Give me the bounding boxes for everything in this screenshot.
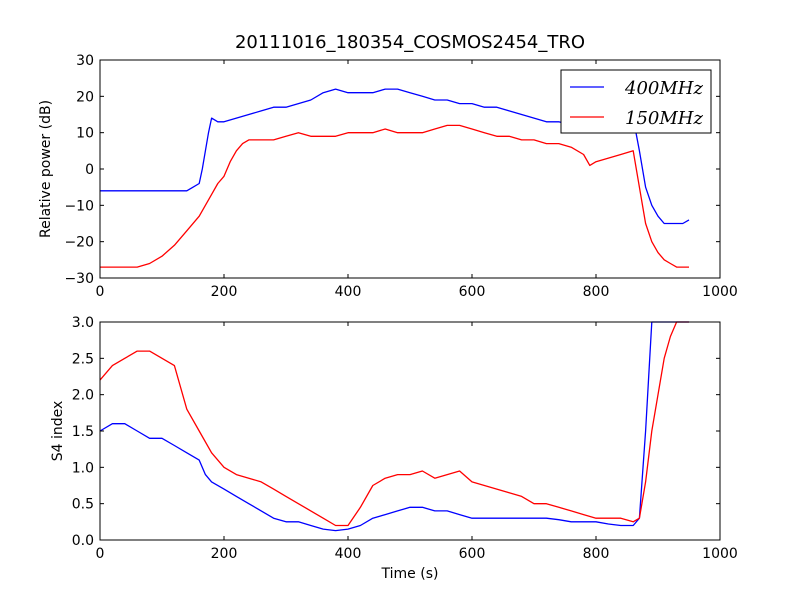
top-chart-title: 20111016_180354_COSMOS2454_TRO: [235, 32, 585, 53]
bottom-y-tick-label: 0.0: [72, 533, 94, 549]
legend-label-150mhz: 150MHz: [625, 108, 703, 129]
top-x-tick-label: 400: [335, 284, 362, 300]
x-axis-label: Time (s): [381, 566, 439, 582]
top-y-axis-label: Relative power (dB): [38, 100, 54, 238]
bottom-y-tick-label: 1.0: [72, 460, 94, 476]
bottom-x-tick-label: 800: [583, 546, 610, 562]
bottom-series-line-400mhz: [99, 321, 689, 532]
top-x-tick-label: 1000: [702, 284, 738, 300]
bottom-y-tick-label: 1.5: [72, 424, 94, 440]
bottom-series-line-150mhz: [99, 321, 689, 527]
bottom-y-axis-label: S4 index: [50, 401, 66, 462]
top-x-tick-label: 600: [459, 284, 486, 300]
top-x-tick-label: 200: [211, 284, 238, 300]
top-y-tick-label: 10: [76, 126, 94, 142]
top-series-line-150mhz: [100, 124, 689, 268]
bottom-x-tick-label: 400: [335, 546, 362, 562]
bottom-x-tick-label: 1000: [702, 546, 738, 562]
bottom-y-tick-label: 2.0: [72, 388, 94, 404]
bottom-y-tick-label: 2.5: [72, 351, 94, 367]
bottom-x-tick-label: 200: [211, 546, 238, 562]
bottom-chart-ticks: 0 200 400 600 800 1000 0.0 0.5 1.0 1.5 2.0 2.5 3.0: [72, 315, 738, 562]
bottom-x-tick-label: 0: [96, 546, 105, 562]
bottom-chart-series: [99, 321, 689, 532]
top-y-tick-label: −20: [64, 235, 94, 251]
top-x-tick-label: 800: [583, 284, 610, 300]
top-y-tick-label: 30: [76, 53, 94, 69]
top-chart-ticks: 0 200 400 600 800 1000 −30 −20 −10 0 10 20 30: [64, 53, 737, 300]
top-legend: 400MHz 150MHz: [560, 69, 712, 134]
top-y-tick-label: 20: [76, 89, 94, 105]
bottom-y-tick-label: 3.0: [72, 315, 94, 331]
bottom-x-tick-label: 600: [459, 546, 486, 562]
legend-box: [560, 69, 712, 134]
top-x-tick-label: 0: [96, 284, 105, 300]
top-y-tick-label: −30: [64, 271, 94, 287]
top-y-tick-label: 0: [85, 162, 94, 178]
bottom-y-tick-label: 0.5: [72, 497, 94, 513]
legend-label-400mhz: 400MHz: [624, 78, 703, 99]
top-y-tick-label: −10: [64, 198, 94, 214]
